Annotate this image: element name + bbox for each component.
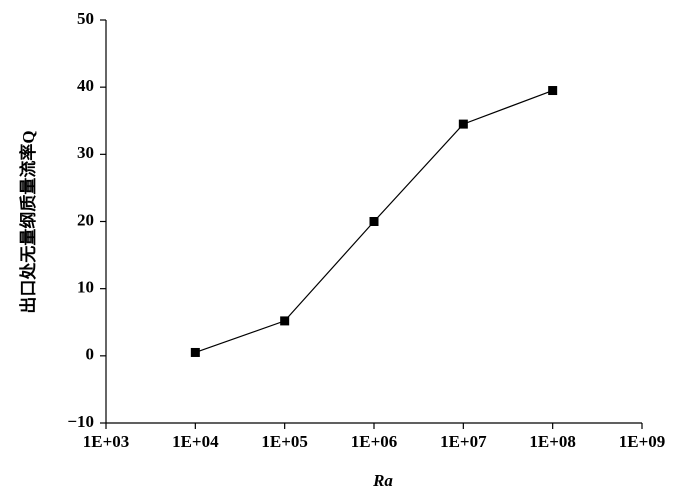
x-axis-label: Ra — [372, 471, 393, 490]
x-tick-label: 1E+08 — [529, 432, 576, 451]
y-tick-label: 10 — [77, 278, 94, 297]
y-tick-label: 40 — [77, 76, 94, 95]
x-tick-label: 1E+07 — [440, 432, 487, 451]
x-tick-label: 1E+06 — [351, 432, 398, 451]
y-tick-label: −10 — [67, 412, 94, 431]
data-point — [280, 316, 290, 326]
x-tick-label: 1E+03 — [83, 432, 130, 451]
x-tick-label: 1E+04 — [172, 432, 219, 451]
y-tick-label: 30 — [77, 143, 94, 162]
data-point — [458, 119, 468, 129]
data-point — [548, 86, 558, 96]
x-tick-label: 1E+05 — [261, 432, 308, 451]
x-tick-label: 1E+09 — [619, 432, 666, 451]
data-point — [190, 347, 200, 357]
y-tick-label: 0 — [86, 345, 95, 364]
y-tick-label: 50 — [77, 9, 94, 28]
data-point — [369, 217, 379, 226]
y-axis-label: 出口处无量纲质量流率Q — [18, 130, 38, 313]
y-tick-label: 20 — [77, 210, 94, 229]
